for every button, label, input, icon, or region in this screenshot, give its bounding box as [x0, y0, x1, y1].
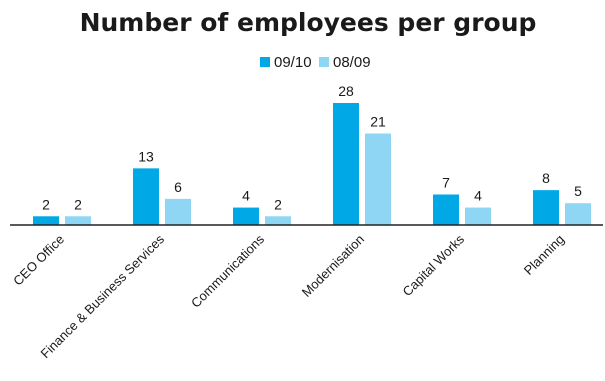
bar-1-3 [365, 133, 391, 225]
data-labels-group: 2 2 13 6 4 2 28 21 7 4 8 5 [42, 83, 582, 212]
legend-label-1: 08/09 [333, 54, 371, 71]
data-label-0-3: 28 [338, 83, 354, 99]
bar-0-2 [233, 207, 259, 225]
data-label-0-4: 7 [442, 175, 450, 191]
chart-title: Number of employees per group [80, 8, 537, 37]
legend-label-0: 09/10 [274, 54, 312, 71]
data-label-1-5: 5 [574, 183, 582, 199]
legend-swatch-0 [260, 57, 270, 67]
bar-0-0 [33, 216, 59, 225]
category-label-0: CEO Office [10, 232, 67, 289]
legend: 09/10 08/09 [260, 54, 371, 71]
legend-swatch-1 [319, 57, 329, 67]
bar-1-5 [565, 203, 591, 225]
data-label-0-0: 2 [42, 196, 50, 212]
data-label-1-4: 4 [474, 188, 482, 204]
data-label-1-2: 2 [274, 196, 282, 212]
category-label-3: Modernisation [299, 232, 367, 300]
category-label-5: Planning [521, 232, 567, 278]
bar-1-4 [465, 207, 491, 225]
data-label-1-0: 2 [74, 196, 82, 212]
data-label-0-5: 8 [542, 170, 550, 186]
bar-0-3 [333, 103, 359, 225]
data-label-0-1: 13 [138, 148, 154, 164]
bar-0-5 [533, 190, 559, 225]
bars-group [33, 103, 591, 225]
bar-1-0 [65, 216, 91, 225]
category-label-4: Capital Works [399, 231, 467, 299]
category-label-2: Communications [188, 231, 267, 310]
bar-0-1 [133, 168, 159, 225]
bar-0-4 [433, 194, 459, 225]
data-label-1-1: 6 [174, 179, 182, 195]
bar-1-2 [265, 216, 291, 225]
data-label-1-3: 21 [370, 114, 386, 130]
data-label-0-2: 4 [242, 188, 250, 204]
bar-1-1 [165, 198, 191, 225]
